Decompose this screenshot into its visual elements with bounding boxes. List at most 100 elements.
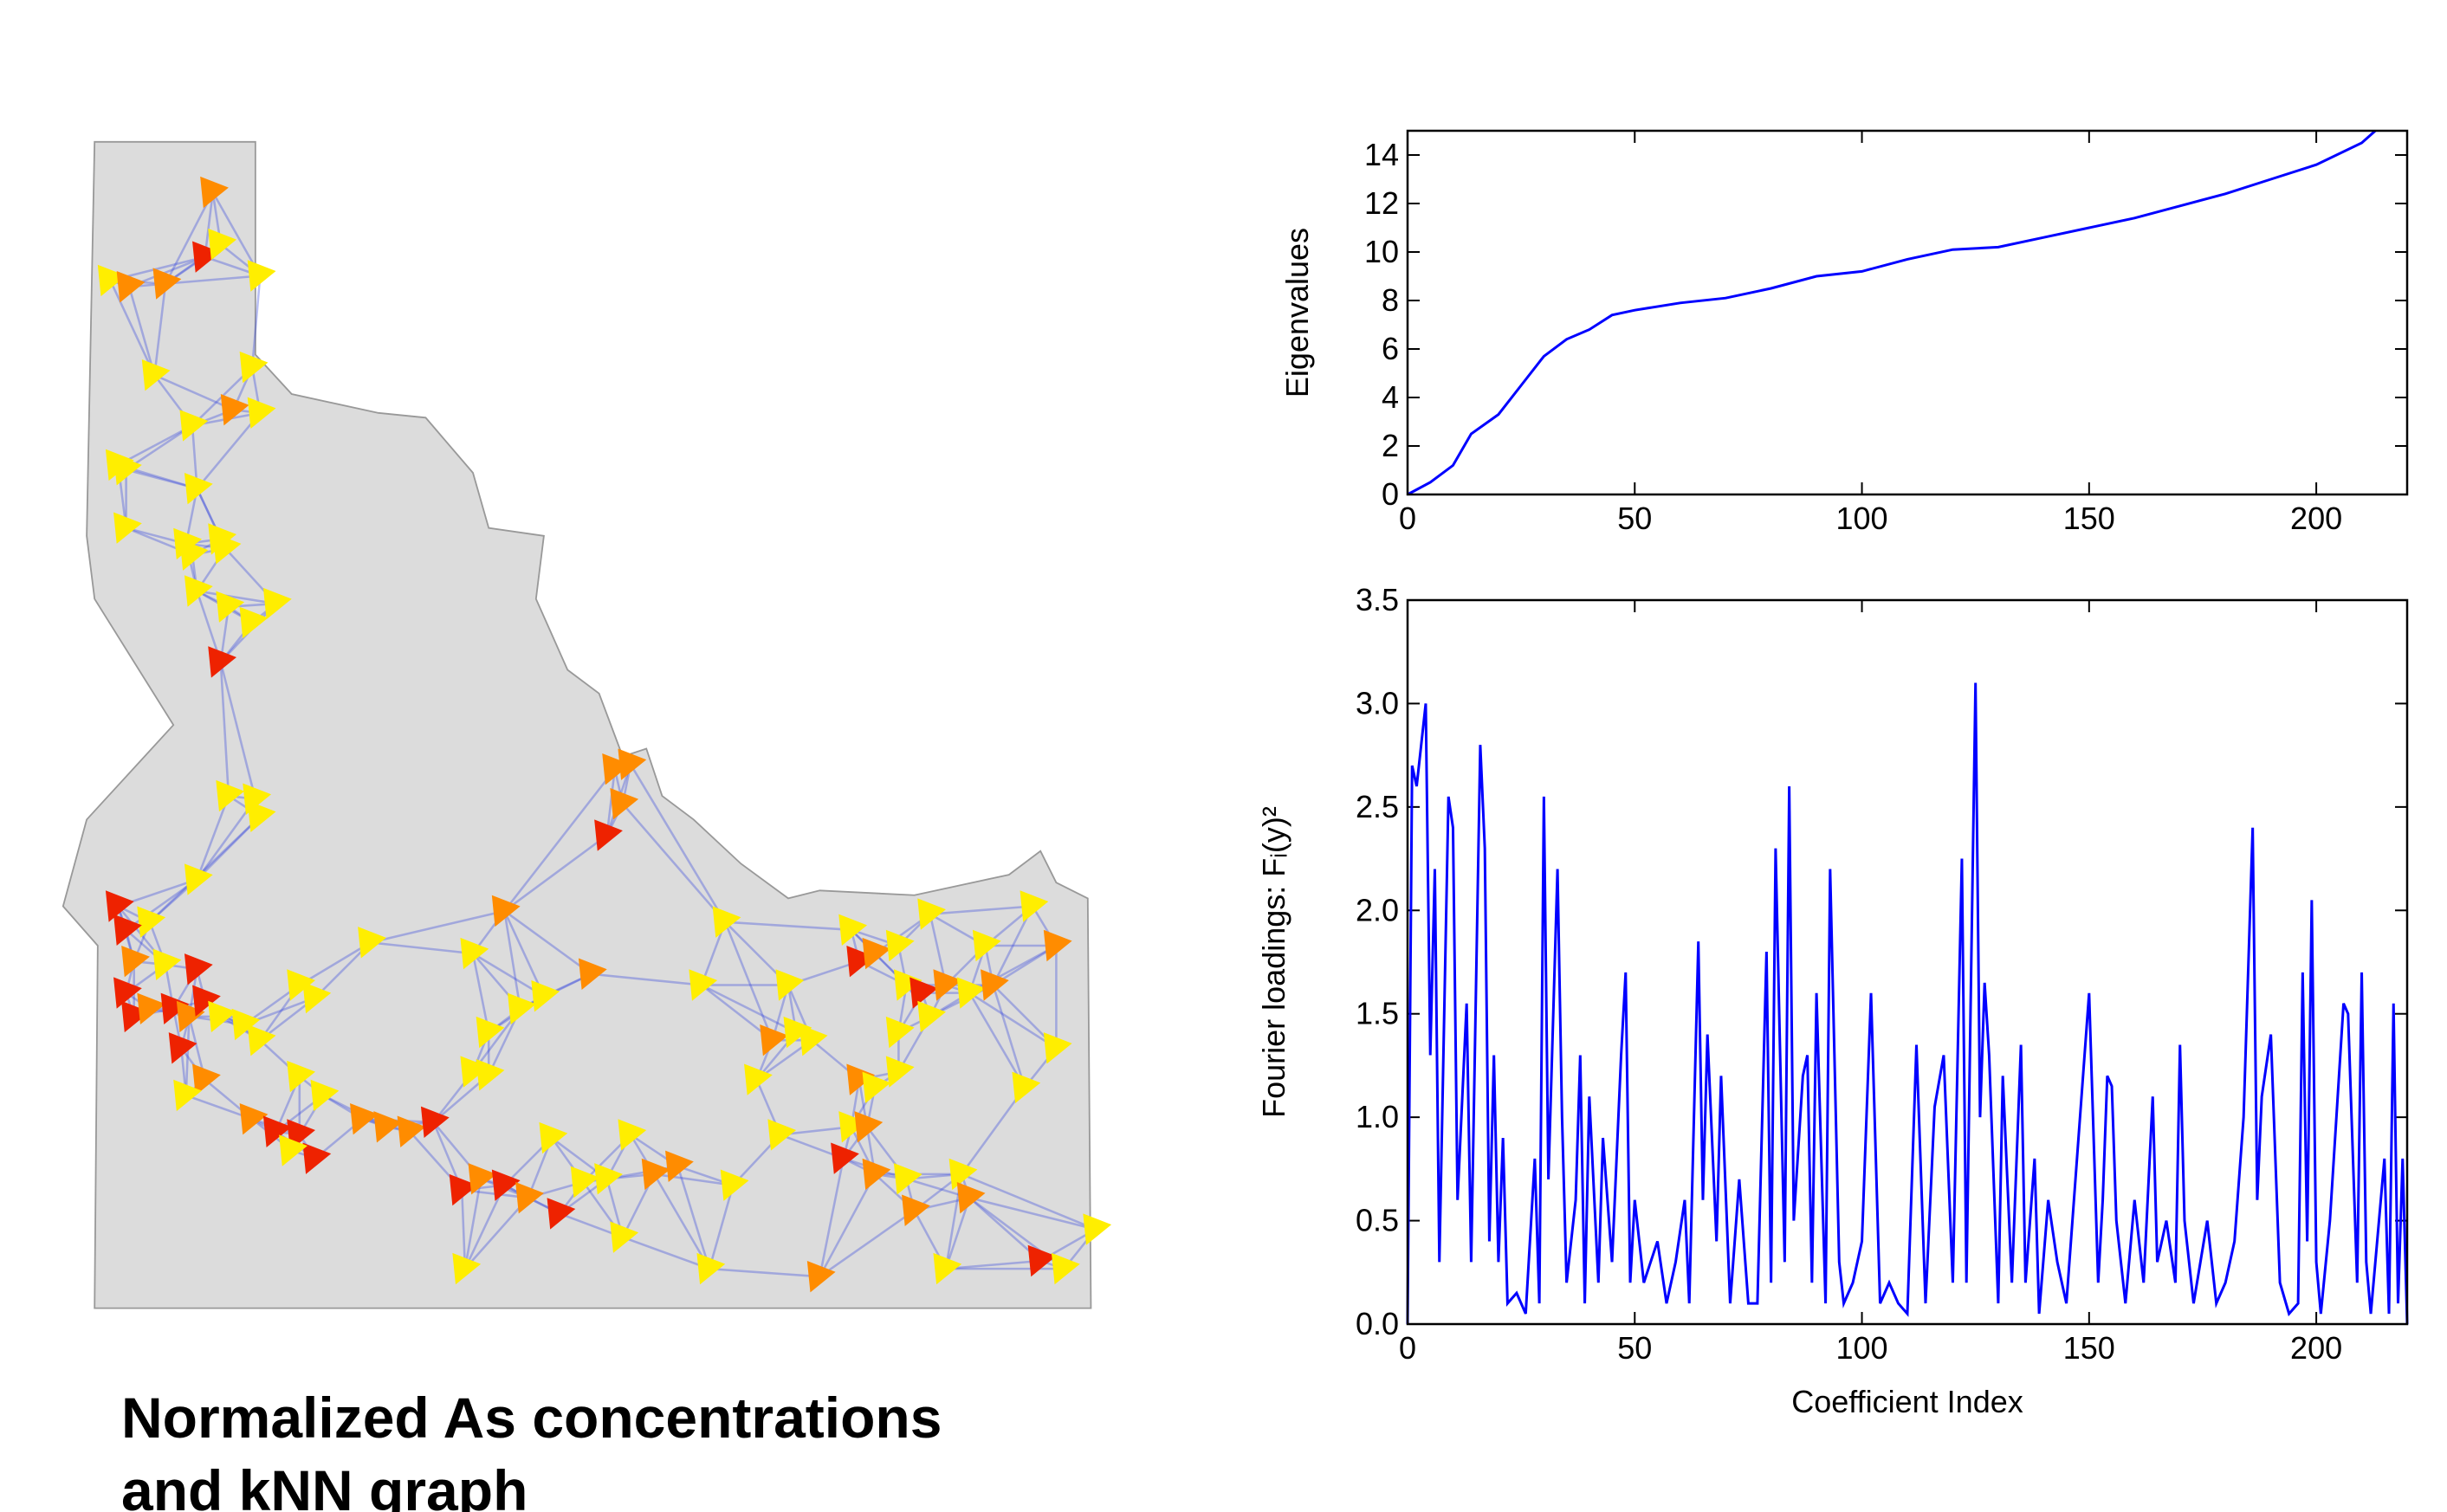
sample-node	[116, 271, 146, 303]
graph-edge	[370, 941, 474, 955]
sample-node	[885, 1016, 915, 1049]
sample-node	[184, 575, 213, 607]
idaho-map	[61, 140, 1112, 1309]
sample-node	[476, 1016, 505, 1049]
sample-node	[247, 260, 276, 292]
sample-node	[846, 946, 876, 978]
graph-edge	[968, 992, 1026, 1089]
sample-node	[610, 787, 639, 820]
sample-node	[449, 1173, 478, 1206]
sample-node	[452, 1252, 482, 1285]
graph-edge	[164, 191, 214, 285]
graph-edge	[211, 191, 262, 277]
graph-edge	[929, 905, 1033, 915]
sample-node	[885, 1056, 915, 1088]
sample-node	[854, 1111, 884, 1143]
sample-node	[239, 351, 269, 384]
sample-node	[1020, 890, 1049, 922]
sample-node	[141, 359, 171, 391]
sample-node	[373, 1111, 403, 1143]
y-axis-label: Fourier loadings: Fᵢ(y)²	[1256, 806, 1291, 1118]
graph-edge	[819, 1158, 845, 1277]
x-tick-label: 150	[2063, 501, 2115, 536]
sample-node	[862, 937, 891, 970]
graph-edge	[968, 992, 1058, 1050]
sample-node	[956, 977, 986, 1009]
sample-node	[665, 1150, 694, 1182]
x-tick-label: 150	[2063, 1330, 2115, 1366]
y-tick-label: 12	[1364, 185, 1399, 221]
y-tick-label: 2	[1382, 428, 1399, 463]
sample-node	[1027, 1244, 1057, 1277]
sample-node	[468, 1163, 497, 1195]
sample-node	[302, 1142, 332, 1174]
graph-edge	[653, 1173, 711, 1270]
graph-edge	[196, 795, 230, 881]
graph-edge	[117, 424, 193, 467]
sample-node	[917, 1000, 946, 1033]
graph-edge	[961, 1173, 1097, 1231]
graph-edge	[503, 910, 521, 1010]
sample-node	[113, 512, 142, 544]
sample-node	[902, 1194, 930, 1226]
sample-node	[208, 1000, 236, 1033]
graph-edge	[503, 909, 592, 975]
sample-node	[917, 898, 946, 930]
sample-node	[350, 1103, 379, 1135]
sample-node	[212, 533, 242, 565]
graph-edge	[629, 764, 727, 923]
graph-edge	[197, 590, 276, 605]
x-axis-label: Coefficient Index	[1791, 1384, 2023, 1419]
sample-node	[491, 895, 521, 927]
sample-node	[948, 1158, 978, 1191]
sample-node	[933, 969, 962, 1001]
sample-node	[460, 937, 489, 970]
graph-edge	[153, 283, 167, 376]
sample-node	[799, 1024, 828, 1056]
graph-edge	[708, 1185, 735, 1270]
y-tick-label: 2.0	[1356, 892, 1399, 927]
sample-node	[570, 1166, 599, 1199]
sample-node	[97, 264, 126, 297]
sample-node	[1051, 1252, 1080, 1285]
graph-edge	[128, 286, 156, 376]
sample-node	[1043, 929, 1072, 962]
sample-node	[515, 1182, 544, 1214]
graph-edge	[299, 941, 372, 986]
sample-node	[184, 953, 213, 985]
sample-node	[279, 1134, 307, 1166]
sample-node	[893, 969, 922, 1001]
sample-node	[113, 977, 142, 1009]
sample-node	[972, 929, 1001, 962]
sample-node	[121, 1000, 150, 1033]
sample-node	[893, 1163, 922, 1195]
sample-node	[121, 946, 150, 978]
sample-node	[1012, 1071, 1041, 1103]
y-tick-label: 14	[1364, 137, 1399, 172]
sample-node	[981, 969, 1009, 1001]
y-tick-label: 2.5	[1356, 789, 1399, 824]
y-tick-label: 4	[1382, 379, 1399, 415]
graph-edge	[622, 1236, 710, 1270]
graph-edge	[463, 1197, 529, 1270]
x-tick-label: 100	[1836, 501, 1888, 536]
sample-node	[200, 176, 229, 209]
sample-node	[806, 1261, 836, 1293]
sample-node	[137, 906, 166, 938]
graph-edge	[503, 834, 608, 912]
sample-node	[838, 914, 867, 946]
graph-edge	[591, 972, 702, 986]
sample-node	[910, 977, 938, 1009]
y-tick-label: 3.0	[1356, 685, 1399, 720]
graph-edge	[503, 910, 546, 997]
sample-node	[1043, 1032, 1072, 1064]
graph-edge	[126, 468, 197, 490]
sample-node	[216, 779, 245, 812]
graph-edge	[992, 985, 1026, 1089]
x-tick-label: 0	[1399, 1330, 1416, 1366]
graph-edge	[819, 1173, 877, 1277]
graph-edge	[196, 798, 256, 881]
sample-node	[176, 1000, 205, 1033]
graph-edge	[463, 1185, 506, 1270]
sample-node	[956, 1182, 986, 1214]
